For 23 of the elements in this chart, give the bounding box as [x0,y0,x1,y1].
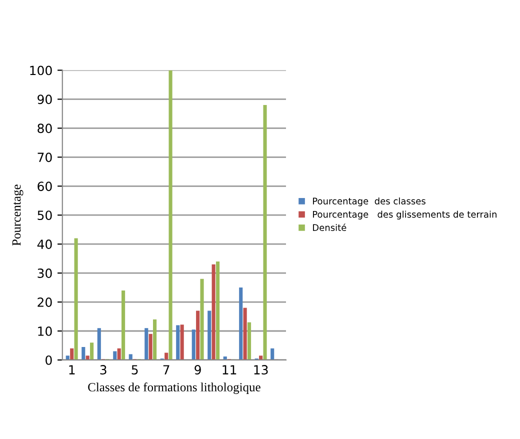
x-axis-title: Classes de formations lithologique [88,382,260,394]
x-tick-label: 1 [69,365,75,374]
y-tick-label: 40 [37,240,52,250]
x-tick-label: 9 [194,365,201,375]
x-tick-label: 11 [222,365,236,374]
x-tick-label: 13 [254,365,268,375]
y-tick-label: 100 [30,66,52,76]
y-tick-label: 90 [38,94,52,104]
legend-label: Pourcentage des classes [313,197,426,206]
y-tick-label: 20 [38,298,52,307]
y-tick-label: 10 [38,326,52,336]
y-tick-label: 70 [38,152,52,162]
y-tick-label: 50 [38,210,52,220]
y-tick-label: 60 [38,182,52,192]
legend-label: Pourcentage des glissements de terrain [313,210,496,220]
y-tick-label: 30 [38,268,52,278]
y-tick-label: 0 [46,355,52,365]
x-tick-label: 5 [132,365,138,375]
legend-label: Densité [313,224,346,231]
y-tick-label: 80 [38,124,52,134]
x-tick-label: 3 [100,365,106,375]
y-axis-title: Pourcentage [12,184,24,246]
x-tick-label: 7 [163,365,170,374]
